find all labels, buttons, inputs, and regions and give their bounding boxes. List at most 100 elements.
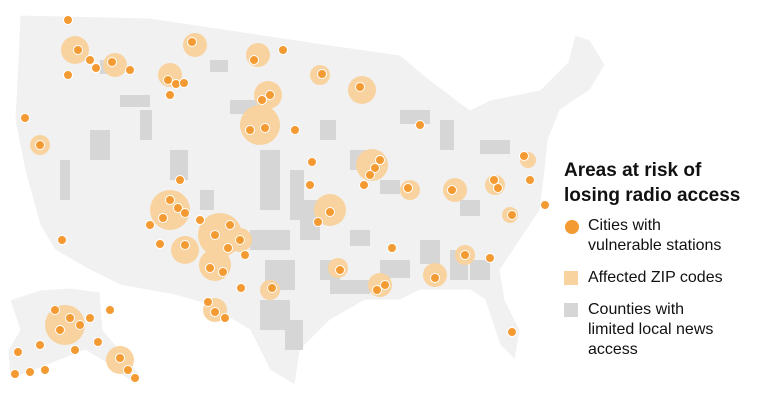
city-dot — [85, 55, 95, 65]
city-dot — [236, 283, 246, 293]
city-dot — [290, 125, 300, 135]
county-patch — [250, 230, 290, 250]
city-dot — [20, 113, 30, 123]
county-patch — [170, 150, 188, 180]
swatch — [564, 271, 578, 285]
city-dot — [125, 65, 135, 75]
city-dot — [145, 220, 155, 230]
county-patch — [400, 110, 430, 124]
legend-item: Counties with limited local news access — [564, 300, 718, 360]
city-dot — [245, 125, 255, 135]
city-dot — [370, 163, 380, 173]
city-dot — [430, 273, 440, 283]
city-dot — [93, 337, 103, 347]
city-dot — [540, 200, 550, 210]
city-dot — [218, 267, 228, 277]
city-dot — [179, 78, 189, 88]
county-patch — [200, 190, 214, 210]
city-dot — [375, 155, 385, 165]
county-patch — [210, 60, 228, 72]
city-dot — [313, 217, 323, 227]
county-patch — [260, 150, 280, 210]
legend-label: Affected ZIP codes — [588, 269, 723, 286]
swatch — [564, 219, 580, 235]
city-dot — [335, 265, 345, 275]
city-dot — [40, 365, 50, 375]
city-dot — [123, 365, 133, 375]
city-dot — [180, 208, 190, 218]
cities-layer — [10, 15, 550, 383]
city-dot — [305, 180, 315, 190]
county-patch — [420, 240, 440, 264]
city-dot — [175, 175, 185, 185]
city-dot — [249, 55, 259, 65]
city-dot — [415, 120, 425, 130]
city-dot — [225, 220, 235, 230]
city-dot — [493, 183, 503, 193]
city-dot — [372, 285, 382, 295]
county-patch — [470, 260, 490, 280]
city-dot — [173, 203, 183, 213]
city-dot — [203, 297, 213, 307]
county-patch — [90, 130, 110, 160]
city-dot — [260, 123, 270, 133]
city-dot — [507, 210, 517, 220]
county-patch — [285, 320, 303, 350]
city-dot — [365, 170, 375, 180]
city-dot — [210, 230, 220, 240]
city-dot — [460, 250, 470, 260]
city-dot — [50, 305, 60, 315]
city-dot — [130, 373, 140, 383]
city-dot — [105, 305, 115, 315]
city-dot — [387, 243, 397, 253]
city-dot — [187, 37, 197, 47]
zip-area — [240, 105, 280, 145]
city-dot — [163, 75, 173, 85]
city-dot — [85, 313, 95, 323]
county-patch — [120, 95, 150, 107]
city-dot — [13, 347, 23, 357]
city-dot — [57, 235, 67, 245]
county-patch — [460, 200, 480, 216]
swatch — [564, 303, 578, 317]
city-dot — [70, 345, 80, 355]
legend: Areas at risk of losing radio access Cit… — [564, 158, 764, 372]
city-dot — [155, 239, 165, 249]
city-dot — [165, 90, 175, 100]
city-dot — [223, 243, 233, 253]
city-dot — [507, 327, 517, 337]
legend-title: Areas at risk of losing radio access — [564, 160, 741, 206]
zip-area — [199, 249, 231, 281]
city-dot — [278, 45, 288, 55]
city-dot — [485, 253, 495, 263]
legend-label: Cities with vulnerable stations — [588, 217, 722, 254]
city-dot — [220, 313, 230, 323]
county-patch — [330, 280, 370, 294]
city-dot — [267, 283, 277, 293]
city-dot — [165, 195, 175, 205]
city-dot — [359, 180, 369, 190]
city-dot — [210, 307, 220, 317]
city-dot — [10, 369, 20, 379]
city-dot — [317, 69, 327, 79]
county-patch — [60, 160, 70, 200]
city-dot — [257, 95, 267, 105]
city-dot — [307, 157, 317, 167]
city-dot — [519, 151, 529, 161]
city-dot — [447, 185, 457, 195]
city-dot — [35, 340, 45, 350]
city-dot — [380, 280, 390, 290]
county-patch — [350, 230, 370, 246]
county-patch — [320, 120, 336, 140]
city-dot — [63, 70, 73, 80]
county-patch — [440, 120, 454, 150]
city-dot — [489, 175, 499, 185]
city-dot — [205, 263, 215, 273]
city-dot — [240, 250, 250, 260]
city-dot — [55, 325, 65, 335]
city-dot — [35, 140, 45, 150]
city-dot — [91, 63, 101, 73]
zip-area — [246, 43, 270, 67]
city-dot — [65, 313, 75, 323]
